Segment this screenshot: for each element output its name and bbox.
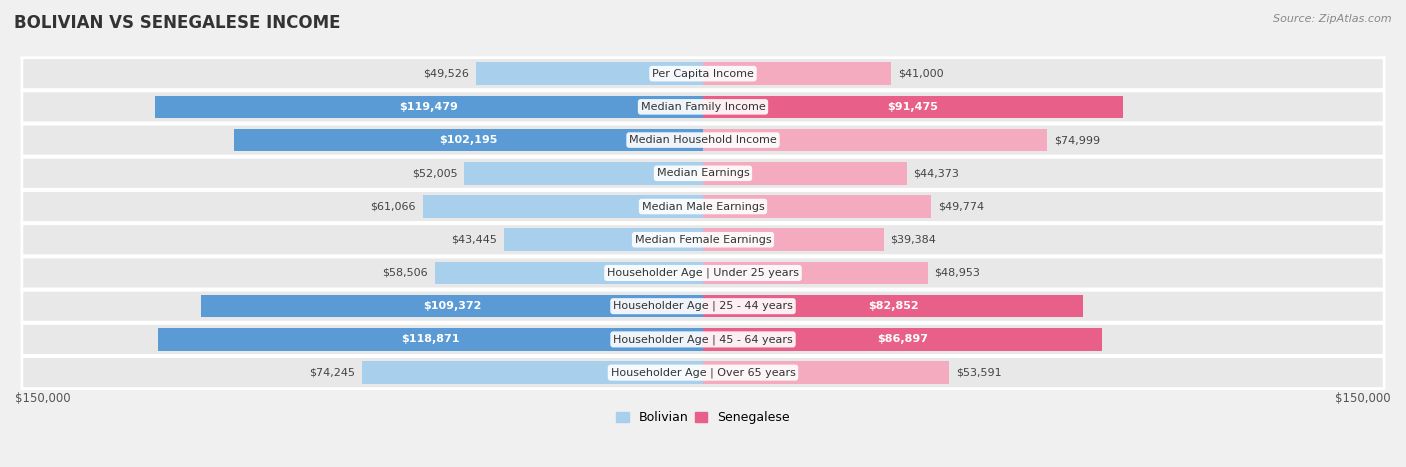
Text: $53,591: $53,591 <box>956 368 1001 378</box>
Text: $150,000: $150,000 <box>1336 392 1391 405</box>
Text: BOLIVIAN VS SENEGALESE INCOME: BOLIVIAN VS SENEGALESE INCOME <box>14 14 340 32</box>
Legend: Bolivian, Senegalese: Bolivian, Senegalese <box>612 406 794 430</box>
FancyBboxPatch shape <box>22 290 1384 322</box>
Text: $49,526: $49,526 <box>423 69 470 78</box>
FancyBboxPatch shape <box>22 324 1384 355</box>
Bar <box>155 96 703 118</box>
Bar <box>475 63 703 85</box>
Bar <box>464 162 703 184</box>
Bar <box>703 295 1083 318</box>
Text: $43,445: $43,445 <box>451 235 496 245</box>
Text: $52,005: $52,005 <box>412 168 457 178</box>
Bar <box>703 328 1101 351</box>
Text: $44,373: $44,373 <box>914 168 959 178</box>
Text: Source: ZipAtlas.com: Source: ZipAtlas.com <box>1274 14 1392 24</box>
Bar <box>201 295 703 318</box>
Text: $49,774: $49,774 <box>938 202 984 212</box>
Bar <box>703 129 1047 151</box>
Bar <box>503 228 703 251</box>
Text: Median Family Income: Median Family Income <box>641 102 765 112</box>
FancyBboxPatch shape <box>22 58 1384 90</box>
Text: $74,245: $74,245 <box>309 368 356 378</box>
Bar <box>235 129 703 151</box>
Bar <box>157 328 703 351</box>
Text: Median Male Earnings: Median Male Earnings <box>641 202 765 212</box>
FancyBboxPatch shape <box>22 191 1384 222</box>
Bar <box>703 361 949 384</box>
FancyBboxPatch shape <box>22 257 1384 289</box>
Bar <box>703 262 928 284</box>
Text: $150,000: $150,000 <box>15 392 70 405</box>
Bar <box>703 96 1122 118</box>
Text: $61,066: $61,066 <box>371 202 416 212</box>
FancyBboxPatch shape <box>22 224 1384 256</box>
Text: Median Household Income: Median Household Income <box>628 135 778 145</box>
Text: Median Earnings: Median Earnings <box>657 168 749 178</box>
Text: Householder Age | Over 65 years: Householder Age | Over 65 years <box>610 368 796 378</box>
Bar <box>703 228 883 251</box>
Text: $58,506: $58,506 <box>382 268 427 278</box>
Text: $102,195: $102,195 <box>440 135 498 145</box>
FancyBboxPatch shape <box>22 124 1384 156</box>
Text: $91,475: $91,475 <box>887 102 938 112</box>
Text: $119,479: $119,479 <box>399 102 458 112</box>
Text: Householder Age | 45 - 64 years: Householder Age | 45 - 64 years <box>613 334 793 345</box>
Text: Per Capita Income: Per Capita Income <box>652 69 754 78</box>
Text: $118,871: $118,871 <box>401 334 460 344</box>
Text: $109,372: $109,372 <box>423 301 481 311</box>
Text: $74,999: $74,999 <box>1054 135 1099 145</box>
Bar <box>703 63 891 85</box>
Text: Householder Age | 25 - 44 years: Householder Age | 25 - 44 years <box>613 301 793 311</box>
Text: Householder Age | Under 25 years: Householder Age | Under 25 years <box>607 268 799 278</box>
Text: $39,384: $39,384 <box>890 235 936 245</box>
FancyBboxPatch shape <box>22 91 1384 123</box>
Text: $41,000: $41,000 <box>898 69 943 78</box>
Text: Median Female Earnings: Median Female Earnings <box>634 235 772 245</box>
Bar <box>434 262 703 284</box>
Bar <box>703 162 907 184</box>
FancyBboxPatch shape <box>22 357 1384 389</box>
Bar <box>423 195 703 218</box>
Bar <box>363 361 703 384</box>
Bar <box>703 195 931 218</box>
FancyBboxPatch shape <box>22 157 1384 189</box>
Text: $82,852: $82,852 <box>868 301 918 311</box>
Text: $48,953: $48,953 <box>935 268 980 278</box>
Text: $86,897: $86,897 <box>877 334 928 344</box>
